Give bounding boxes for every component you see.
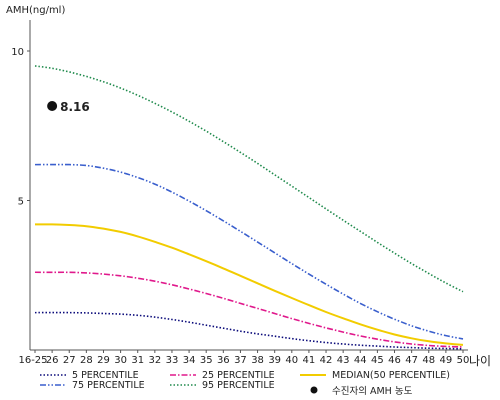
- x-tick-label: 43: [337, 355, 350, 366]
- legend-label-4: 95 PERCENTILE: [202, 380, 275, 391]
- x-tick-label: 48: [422, 355, 435, 366]
- x-tick-label: 40: [285, 355, 298, 366]
- x-tick-label: 47: [405, 355, 418, 366]
- x-tick-label: 45: [371, 355, 384, 366]
- x-tick-label: 35: [200, 355, 213, 366]
- patient-marker: 8.16: [47, 100, 90, 114]
- x-tick-label: 16-25: [18, 355, 47, 366]
- y-axis-label: AMH(ng/ml): [6, 5, 65, 16]
- series-line-3: [34, 163, 464, 340]
- x-tick-label: 33: [166, 355, 179, 366]
- series-line-1: [34, 271, 464, 348]
- series-line-2: [34, 223, 464, 346]
- x-tick-label: 28: [80, 355, 93, 366]
- x-tick-label: 50: [457, 355, 470, 366]
- legend-label-3: 75 PERCENTILE: [72, 380, 145, 391]
- patient-amh-value-label: 8.16: [60, 100, 90, 114]
- x-tick-label: 44: [354, 355, 367, 366]
- axes: AMH(ng/ml) 나이: [6, 5, 491, 368]
- x-tick-label: 39: [268, 355, 281, 366]
- x-tick-label: 42: [320, 355, 333, 366]
- legend: 5 PERCENTILE 25 PERCENTILE MEDIAN(50 PERCE…: [40, 370, 450, 397]
- x-tick-label: 34: [183, 355, 196, 366]
- x-tick-label: 29: [97, 355, 110, 366]
- legend-label-0: 5 PERCENTILE: [72, 370, 139, 381]
- legend-marker-swatch: [310, 386, 318, 394]
- y-tick-label: 10: [11, 47, 24, 58]
- x-tick-label: 37: [234, 355, 247, 366]
- series-lines: [34, 65, 464, 350]
- x-tick-label: 41: [303, 355, 316, 366]
- x-axis-label: 나이: [469, 354, 491, 368]
- series-line-0: [34, 311, 464, 350]
- y-tick-label: 5: [18, 197, 24, 208]
- x-tick-label: 30: [114, 355, 127, 366]
- x-tick-label: 31: [131, 355, 144, 366]
- legend-label-1: 25 PERCENTILE: [202, 370, 275, 381]
- x-tick-label: 26: [46, 355, 59, 366]
- series-line-4: [34, 65, 464, 293]
- x-tick-label: 36: [217, 355, 230, 366]
- x-tick-label: 46: [388, 355, 401, 366]
- legend-label-2: MEDIAN(50 PERCENTILE): [332, 370, 450, 381]
- x-tick-label: 38: [251, 355, 264, 366]
- x-tick-label: 27: [63, 355, 76, 366]
- x-tick-label: 32: [148, 355, 161, 366]
- x-tick-label: 49: [440, 355, 453, 366]
- patient-amh-point: [47, 101, 58, 112]
- legend-marker-label: 수진자의 AMH 농도: [332, 386, 413, 397]
